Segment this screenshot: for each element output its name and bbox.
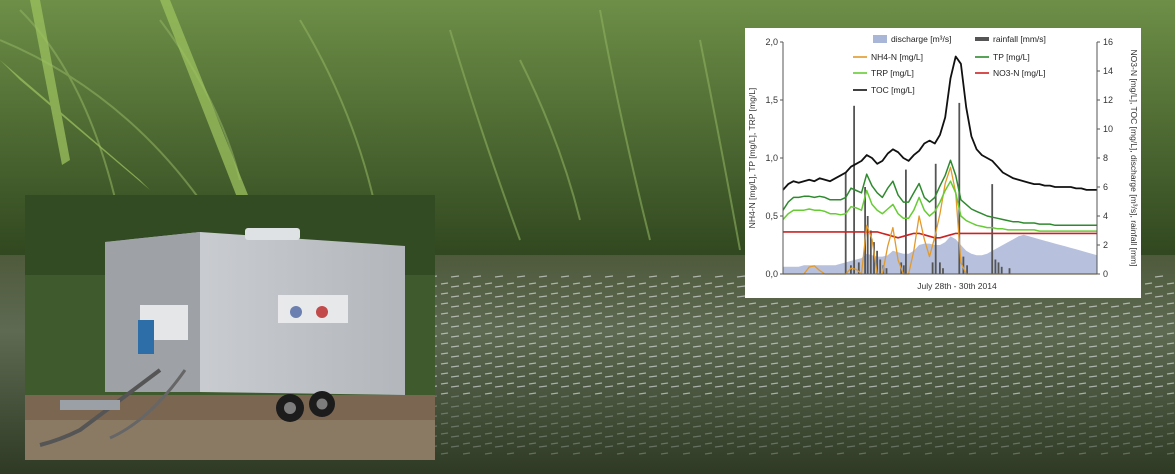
rainfall-bar-20 xyxy=(962,256,965,274)
legend-label-toc: TOC [mg/L] xyxy=(871,85,915,95)
y-tick-label-right-4: 8 xyxy=(1103,153,1108,163)
rainfall-bar-1 xyxy=(850,265,852,274)
y-tick-label-left-3: 1,5 xyxy=(765,95,778,105)
legend: discharge [m³/s] rainfall [mm/s] NH4-N [mg… xyxy=(853,34,1046,95)
hose xyxy=(39,368,162,447)
rainfall-bar-16 xyxy=(934,163,937,274)
legend-label-trp: TRP [mg/L] xyxy=(871,68,914,78)
legend-label-discharge: discharge [m³/s] xyxy=(891,34,951,44)
rainfall-bar-8 xyxy=(876,250,878,274)
trp-line xyxy=(782,180,1097,232)
water-reflections-far xyxy=(430,395,1175,455)
x-axis-label: July 28th - 30th 2014 xyxy=(917,281,997,291)
control-panel-screen xyxy=(138,320,154,354)
rainfall-bar-25 xyxy=(1000,266,1003,275)
rainfall-bar-17 xyxy=(939,262,941,274)
legend-label-nh4: NH4-N [mg/L] xyxy=(871,52,923,62)
toc-line xyxy=(782,55,1097,191)
rainfall-bar-0 xyxy=(844,172,847,274)
y-tick-label-right-1: 2 xyxy=(1103,240,1108,250)
roof-unit xyxy=(245,228,300,240)
rainfall-bar-11 xyxy=(885,268,888,274)
legend-swatch-rainfall xyxy=(975,37,989,41)
series-lines-layer xyxy=(782,55,1097,275)
axes-layer xyxy=(782,42,1098,275)
rainfall-bar-23 xyxy=(994,259,997,274)
logo-badge-b xyxy=(316,306,328,318)
logo-badge-a xyxy=(290,306,302,318)
ticks-layer: 0,0 0,5 1,0 1,5 2,0 0 2 4 6 8 10 12 14 16 xyxy=(765,37,1113,279)
rainfall-bars-layer xyxy=(844,102,1011,275)
water-quality-chart: 0,0 0,5 1,0 1,5 2,0 0 2 4 6 8 10 12 14 16 discharge [… xyxy=(747,34,1139,291)
rainfall-bar-22 xyxy=(991,184,994,274)
trailer-drawbar xyxy=(60,400,120,410)
rainfall-bar-3 xyxy=(857,262,860,274)
info-sign xyxy=(278,295,348,323)
legend-label-rainfall: rainfall [mm/s] xyxy=(993,34,1046,44)
rainfall-bar-19 xyxy=(958,102,961,275)
rainfall-bar-6 xyxy=(869,230,872,274)
y-tick-label-left-1: 0,5 xyxy=(765,211,778,221)
y-tick-label-left-2: 1,0 xyxy=(765,153,778,163)
no3-line xyxy=(783,231,1097,239)
rainfall-bar-7 xyxy=(873,242,875,274)
rainfall-bar-21 xyxy=(966,265,968,274)
rainfall-bar-26 xyxy=(1008,268,1011,274)
rainfall-bar-14 xyxy=(905,169,907,274)
legend-label-tp: TP [mg/L] xyxy=(993,52,1030,62)
rainfall-bar-15 xyxy=(931,262,934,274)
y-tick-label-right-8: 16 xyxy=(1103,37,1113,47)
rainfall-bar-4 xyxy=(864,187,866,274)
y-tick-label-right-0: 0 xyxy=(1103,269,1108,279)
legend-swatch-discharge xyxy=(873,35,887,43)
y-tick-label-left-0: 0,0 xyxy=(765,269,778,279)
y-tick-label-right-6: 12 xyxy=(1103,95,1113,105)
legend-label-no3: NO3-N [mg/L] xyxy=(993,68,1045,78)
rainfall-bar-13 xyxy=(902,265,905,274)
monitoring-station-inset xyxy=(25,195,435,460)
y-tick-label-right-5: 10 xyxy=(1103,124,1113,134)
y-tick-label-right-7: 14 xyxy=(1103,66,1113,76)
discharge-area-layer xyxy=(783,234,1097,274)
rainfall-bar-18 xyxy=(942,268,944,274)
y-tick-label-left-4: 2,0 xyxy=(765,37,778,47)
y-axis-label-left: NH4-N [mg/L], TP [mg/L], TRP [mg/L] xyxy=(747,88,757,229)
y-tick-label-right-2: 4 xyxy=(1103,211,1108,221)
rainfall-bar-9 xyxy=(879,259,882,274)
reed-leaves xyxy=(0,0,250,205)
y-axis-label-right: NO3-N [mg/L], TOC [mg/L], discharge [m³/… xyxy=(1129,50,1139,267)
tp-line xyxy=(782,159,1097,227)
rainfall-bar-24 xyxy=(997,262,1000,274)
y-tick-label-right-3: 6 xyxy=(1103,182,1108,192)
rainfall-bar-5 xyxy=(866,216,869,274)
chart-panel: 0,0 0,5 1,0 1,5 2,0 0 2 4 6 8 10 12 14 16 discharge [… xyxy=(745,28,1141,298)
discharge-area xyxy=(783,234,1097,274)
